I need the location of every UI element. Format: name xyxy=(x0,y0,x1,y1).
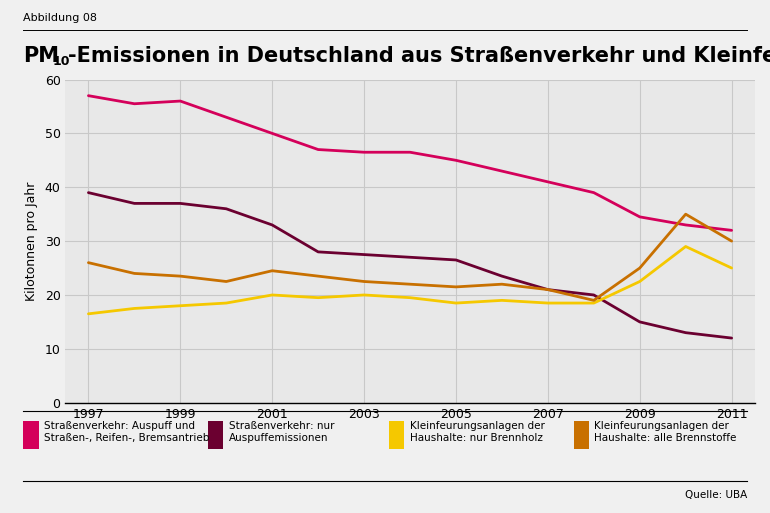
Text: Haushalte: nur Brennholz: Haushalte: nur Brennholz xyxy=(410,433,543,443)
Text: PM: PM xyxy=(23,46,59,66)
Text: Kleinfeurungsanlagen der: Kleinfeurungsanlagen der xyxy=(410,421,544,430)
Text: Kleinfeurungsanlagen der: Kleinfeurungsanlagen der xyxy=(594,421,729,430)
Text: Straßenverkehr: nur: Straßenverkehr: nur xyxy=(229,421,334,430)
Text: Auspuffemissionen: Auspuffemissionen xyxy=(229,433,328,443)
Text: Quelle: UBA: Quelle: UBA xyxy=(685,490,747,500)
Text: Haushalte: alle Brennstoffe: Haushalte: alle Brennstoffe xyxy=(594,433,737,443)
Text: Abbildung 08: Abbildung 08 xyxy=(23,13,97,23)
Y-axis label: Kilotonnen pro Jahr: Kilotonnen pro Jahr xyxy=(25,182,38,301)
Text: Straßenverkehr: Auspuff und: Straßenverkehr: Auspuff und xyxy=(44,421,195,430)
Text: Straßen-, Reifen-, Bremsantrieb: Straßen-, Reifen-, Bremsantrieb xyxy=(44,433,209,443)
Text: 10: 10 xyxy=(52,55,70,68)
Text: -Emissionen in Deutschland aus Straßenverkehr und Kleinfeuerungen: -Emissionen in Deutschland aus Straßenve… xyxy=(68,46,770,66)
